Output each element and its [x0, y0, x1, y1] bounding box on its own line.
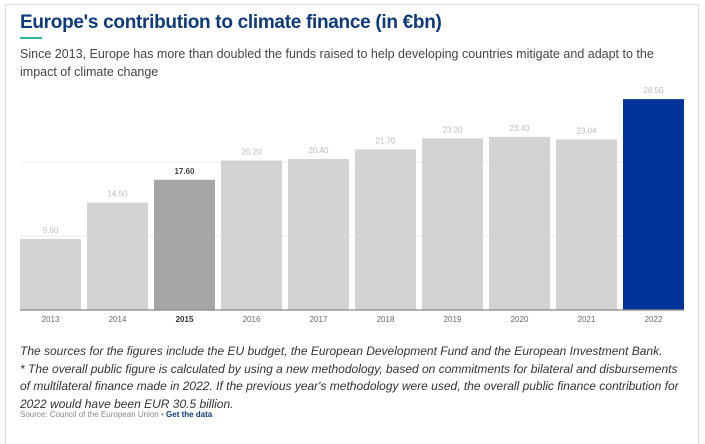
x-tick-2020: 2020 — [511, 315, 529, 324]
bar-chart: 9.60 2013 14.50 2014 17.60 2015 20.20 2016 20.40… — [20, 86, 684, 324]
bar-2020[interactable] — [489, 136, 550, 310]
x-tick-2018: 2018 — [377, 315, 395, 324]
chart-subtitle: Since 2013, Europe has more than doubled… — [20, 47, 654, 79]
value-label-2020: 23.40 — [509, 124, 530, 133]
bar-2015[interactable] — [154, 179, 215, 310]
value-label-2022: 28.50 — [643, 86, 664, 95]
note-methodology: * The overall public figure is calculate… — [20, 361, 679, 411]
value-label-2021: 23.04 — [576, 127, 597, 136]
value-label-2014: 14.50 — [107, 190, 128, 199]
chart-card — [5, 4, 699, 444]
bar-2014[interactable] — [87, 202, 148, 310]
value-label-2019: 23.20 — [442, 125, 463, 134]
get-the-data-link[interactable]: Get the data — [166, 410, 213, 419]
x-tick-2021: 2021 — [578, 315, 596, 324]
chart-title: Europe's contribution to climate finance… — [20, 12, 442, 33]
source-text: Source: Council of the European Union — [20, 410, 159, 419]
x-tick-2019: 2019 — [444, 315, 462, 324]
value-label-2018: 21.70 — [375, 136, 396, 145]
bar-2016[interactable] — [221, 160, 282, 310]
note-sources: The sources for the figures include the … — [20, 344, 663, 358]
x-tick-2015: 2015 — [176, 315, 194, 324]
x-tick-2022: 2022 — [645, 315, 663, 324]
bar-2017[interactable] — [288, 159, 349, 310]
source-separator: • — [158, 410, 167, 419]
bar-2019[interactable] — [422, 138, 483, 310]
x-tick-2017: 2017 — [310, 315, 328, 324]
x-tick-2014: 2014 — [109, 315, 127, 324]
x-tick-2016: 2016 — [243, 315, 261, 324]
value-label-2017: 20.40 — [308, 146, 329, 155]
bar-2018[interactable] — [355, 149, 416, 310]
value-label-2015: 17.60 — [174, 167, 195, 176]
title-underline — [20, 37, 42, 39]
chart-notes: The sources for the figures include the … — [20, 343, 690, 413]
bar-2022[interactable] — [623, 99, 684, 310]
value-label-2016: 20.20 — [241, 148, 262, 157]
bar-2021[interactable] — [556, 139, 617, 310]
bar-2013[interactable] — [20, 238, 81, 310]
value-label-2013: 9.60 — [43, 226, 59, 235]
x-tick-2013: 2013 — [42, 315, 60, 324]
source-line: Source: Council of the European Union • … — [20, 410, 212, 419]
